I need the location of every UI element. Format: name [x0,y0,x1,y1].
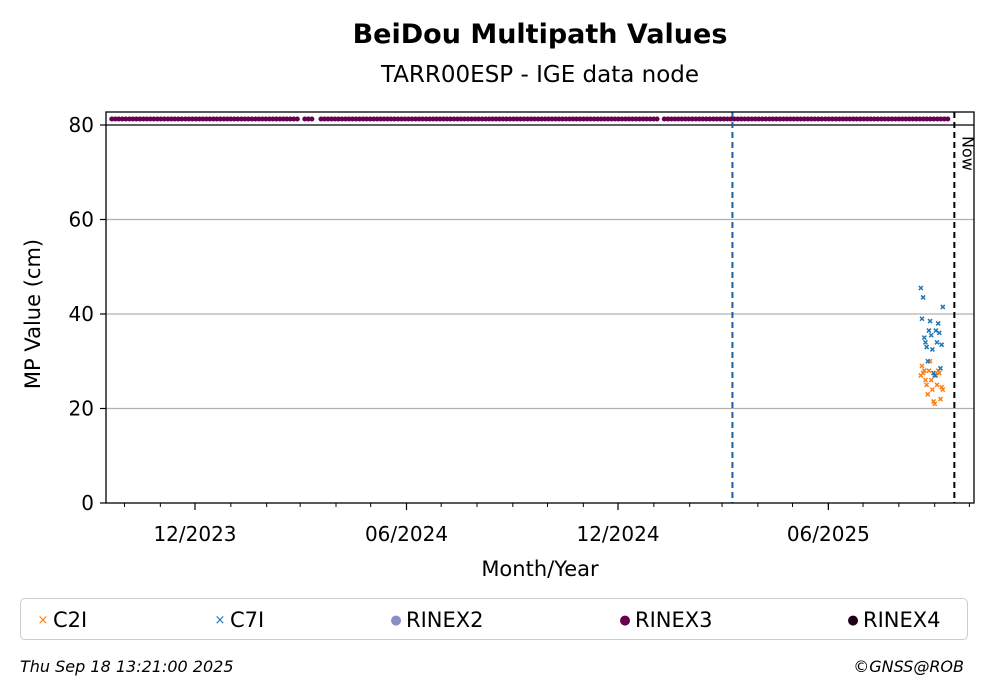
data-point-c7i [929,346,935,352]
data-point-c2i [919,363,925,369]
legend-item-c2i: × C2I [33,607,88,632]
legend-marker-c2i: × [37,612,49,628]
data-point-c7i [937,365,944,371]
y-tick-label: 80 [69,113,94,137]
y-tick-label: 60 [69,208,94,232]
data-point-c7i [928,332,934,338]
data-point-c2i [921,368,927,374]
legend-item-rinex4: ● RINEX4 [843,607,941,632]
data-point-c7i [920,294,926,300]
data-point-c7i [933,328,939,334]
data-point-c7i [925,358,931,364]
x-tick-label: 06/2025 [787,522,870,546]
data-point-c2i [928,377,934,383]
now-label: Now [958,136,977,171]
x-tick-label: 06/2024 [365,522,448,546]
legend-label-c2i: C2I [53,608,88,632]
legend-marker-rinex3: ● [619,612,631,628]
legend-label-rinex4: RINEX4 [863,608,941,632]
footer-timestamp: Thu Sep 18 13:21:00 2025 [20,657,234,676]
footer-copyright: ©GNSS@ROB [853,657,964,676]
legend-item-rinex2: ● RINEX2 [386,607,484,632]
data-point-c7i [939,342,945,348]
legend-marker-c7i: × [214,612,226,628]
data-point-c7i [918,285,924,291]
plot-frame [105,111,975,504]
y-tick-label: 20 [69,397,94,421]
data-point-c7i [922,339,928,345]
chart-subtitle: TARR00ESP - IGE data node [380,62,699,88]
data-point-c2i [929,387,935,393]
data-point-c2i [925,391,931,397]
y-axis-label: MP Value (cm) [21,239,45,389]
data-point-c2i [932,401,938,407]
data-point-c7i [936,330,942,336]
data-point-c2i [926,368,932,374]
legend-label-rinex3: RINEX3 [635,608,713,632]
legend-marker-rinex2: ● [390,612,402,628]
legend-item-c7i: × C7I [210,607,265,632]
data-point-c2i [922,377,928,383]
data-point-c7i [926,328,932,334]
data-point-c2i [940,387,946,393]
data-point-c2i [924,382,930,388]
data-point-c7i [921,335,927,341]
data-point-c7i [924,344,930,350]
data-point-c2i [934,382,940,388]
data-point-c2i [936,370,942,376]
data-point-c7i [919,316,925,322]
data-point-c7i [932,372,938,378]
legend-label-rinex2: RINEX2 [406,608,484,632]
x-axis-label: Month/Year [481,557,599,581]
x-tick-label: 12/2023 [153,522,236,546]
chart-title: BeiDou Multipath Values [353,19,728,50]
data-point-c7i [934,339,940,345]
data-point-c7i [927,318,933,324]
legend-item-rinex3: ● RINEX3 [615,607,713,632]
y-tick-label: 0 [81,491,94,515]
legend-label-c7i: C7I [230,608,265,632]
data-point-c7i [935,320,941,326]
data-point-c2i [937,396,944,402]
legend-marker-rinex4: ● [847,612,859,628]
data-point-c7i [940,304,946,310]
x-tick-label: 12/2024 [576,522,659,546]
legend: × C2I × C7I ● RINEX2 ● RINEX3 ● RINEX4 [20,598,968,640]
y-tick-label: 40 [69,302,94,326]
